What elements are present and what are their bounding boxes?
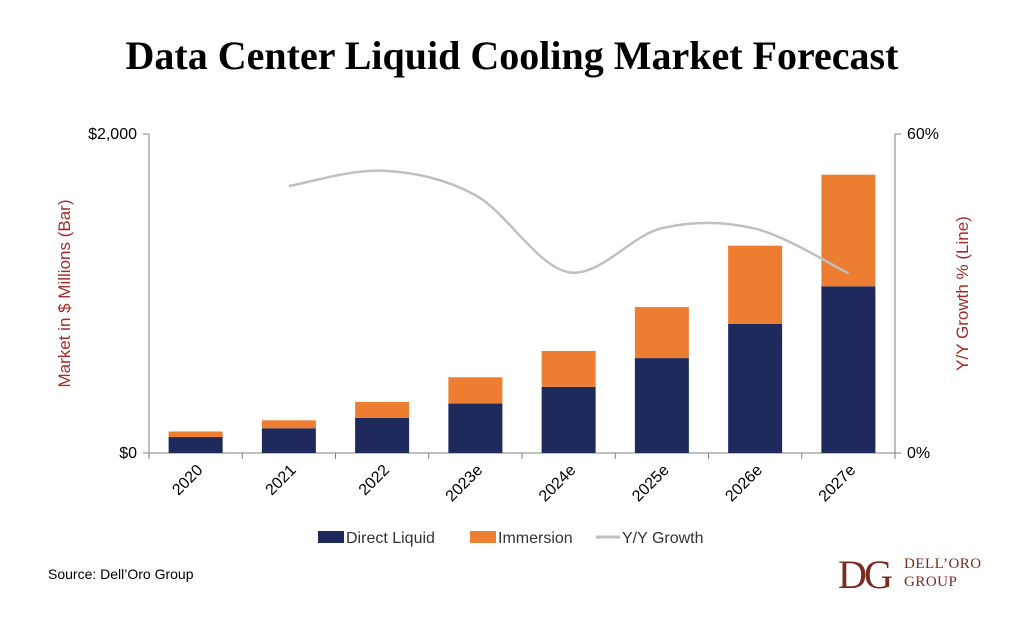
bar-immersion: [448, 377, 503, 404]
legend-label-yy-growth: Y/Y Growth: [622, 530, 704, 547]
bar-direct-liquid: [728, 323, 783, 453]
bar-direct-liquid: [634, 358, 689, 453]
bar-immersion: [728, 245, 783, 324]
legend-label-direct-liquid: Direct Liquid: [346, 530, 435, 547]
x-tick-label: 2022: [356, 462, 393, 499]
x-tick-label: 2026e: [722, 462, 766, 506]
bar-immersion: [541, 350, 596, 387]
bar-immersion: [821, 174, 876, 287]
logo-line1: DELL’ORO: [904, 556, 982, 572]
bar-direct-liquid: [355, 417, 410, 453]
legend-label-immersion: Immersion: [498, 530, 573, 547]
line-yy-growth: [288, 169, 849, 275]
x-tick-label: 2023e: [443, 462, 487, 506]
bar-immersion: [355, 401, 410, 418]
dell-oro-logo: D G DELL’ORO GROUP: [838, 552, 988, 597]
bar-direct-liquid: [261, 428, 316, 453]
x-tick-label: 2025e: [629, 462, 673, 506]
y-tick-label-left: $2,000: [88, 126, 137, 143]
svg-text:D: D: [838, 552, 867, 596]
y-axis-title-right: Y/Y Growth % (Line): [953, 216, 972, 371]
chart-title: Data Center Liquid Cooling Market Foreca…: [125, 33, 899, 78]
y-axis-title-left: Market in $ Millions (Bar): [55, 200, 74, 388]
y-tick-label-right: 60%: [907, 126, 939, 143]
bar-direct-liquid: [541, 386, 596, 453]
bar-direct-liquid: [821, 286, 876, 453]
y-tick-label-right: 0%: [907, 445, 930, 462]
bar-immersion: [261, 420, 316, 429]
bar-direct-liquid: [168, 437, 223, 453]
bar-immersion: [168, 431, 223, 438]
logo-line2: GROUP: [904, 574, 958, 590]
bar-immersion: [634, 307, 689, 359]
x-tick-label: 2020: [169, 462, 206, 499]
legend-swatch-direct-liquid: [318, 531, 344, 543]
x-tick-label: 2027e: [816, 462, 860, 506]
logo-mark-icon: D G: [838, 552, 893, 597]
legend-swatch-immersion: [470, 531, 496, 543]
source-note: Source: Dell’Oro Group: [48, 566, 194, 582]
svg-text:G: G: [864, 552, 893, 596]
y-tick-label-left: $0: [119, 445, 137, 462]
x-tick-label: 2024e: [536, 462, 580, 506]
x-tick-label: 2021: [263, 462, 300, 499]
bar-direct-liquid: [448, 403, 503, 453]
